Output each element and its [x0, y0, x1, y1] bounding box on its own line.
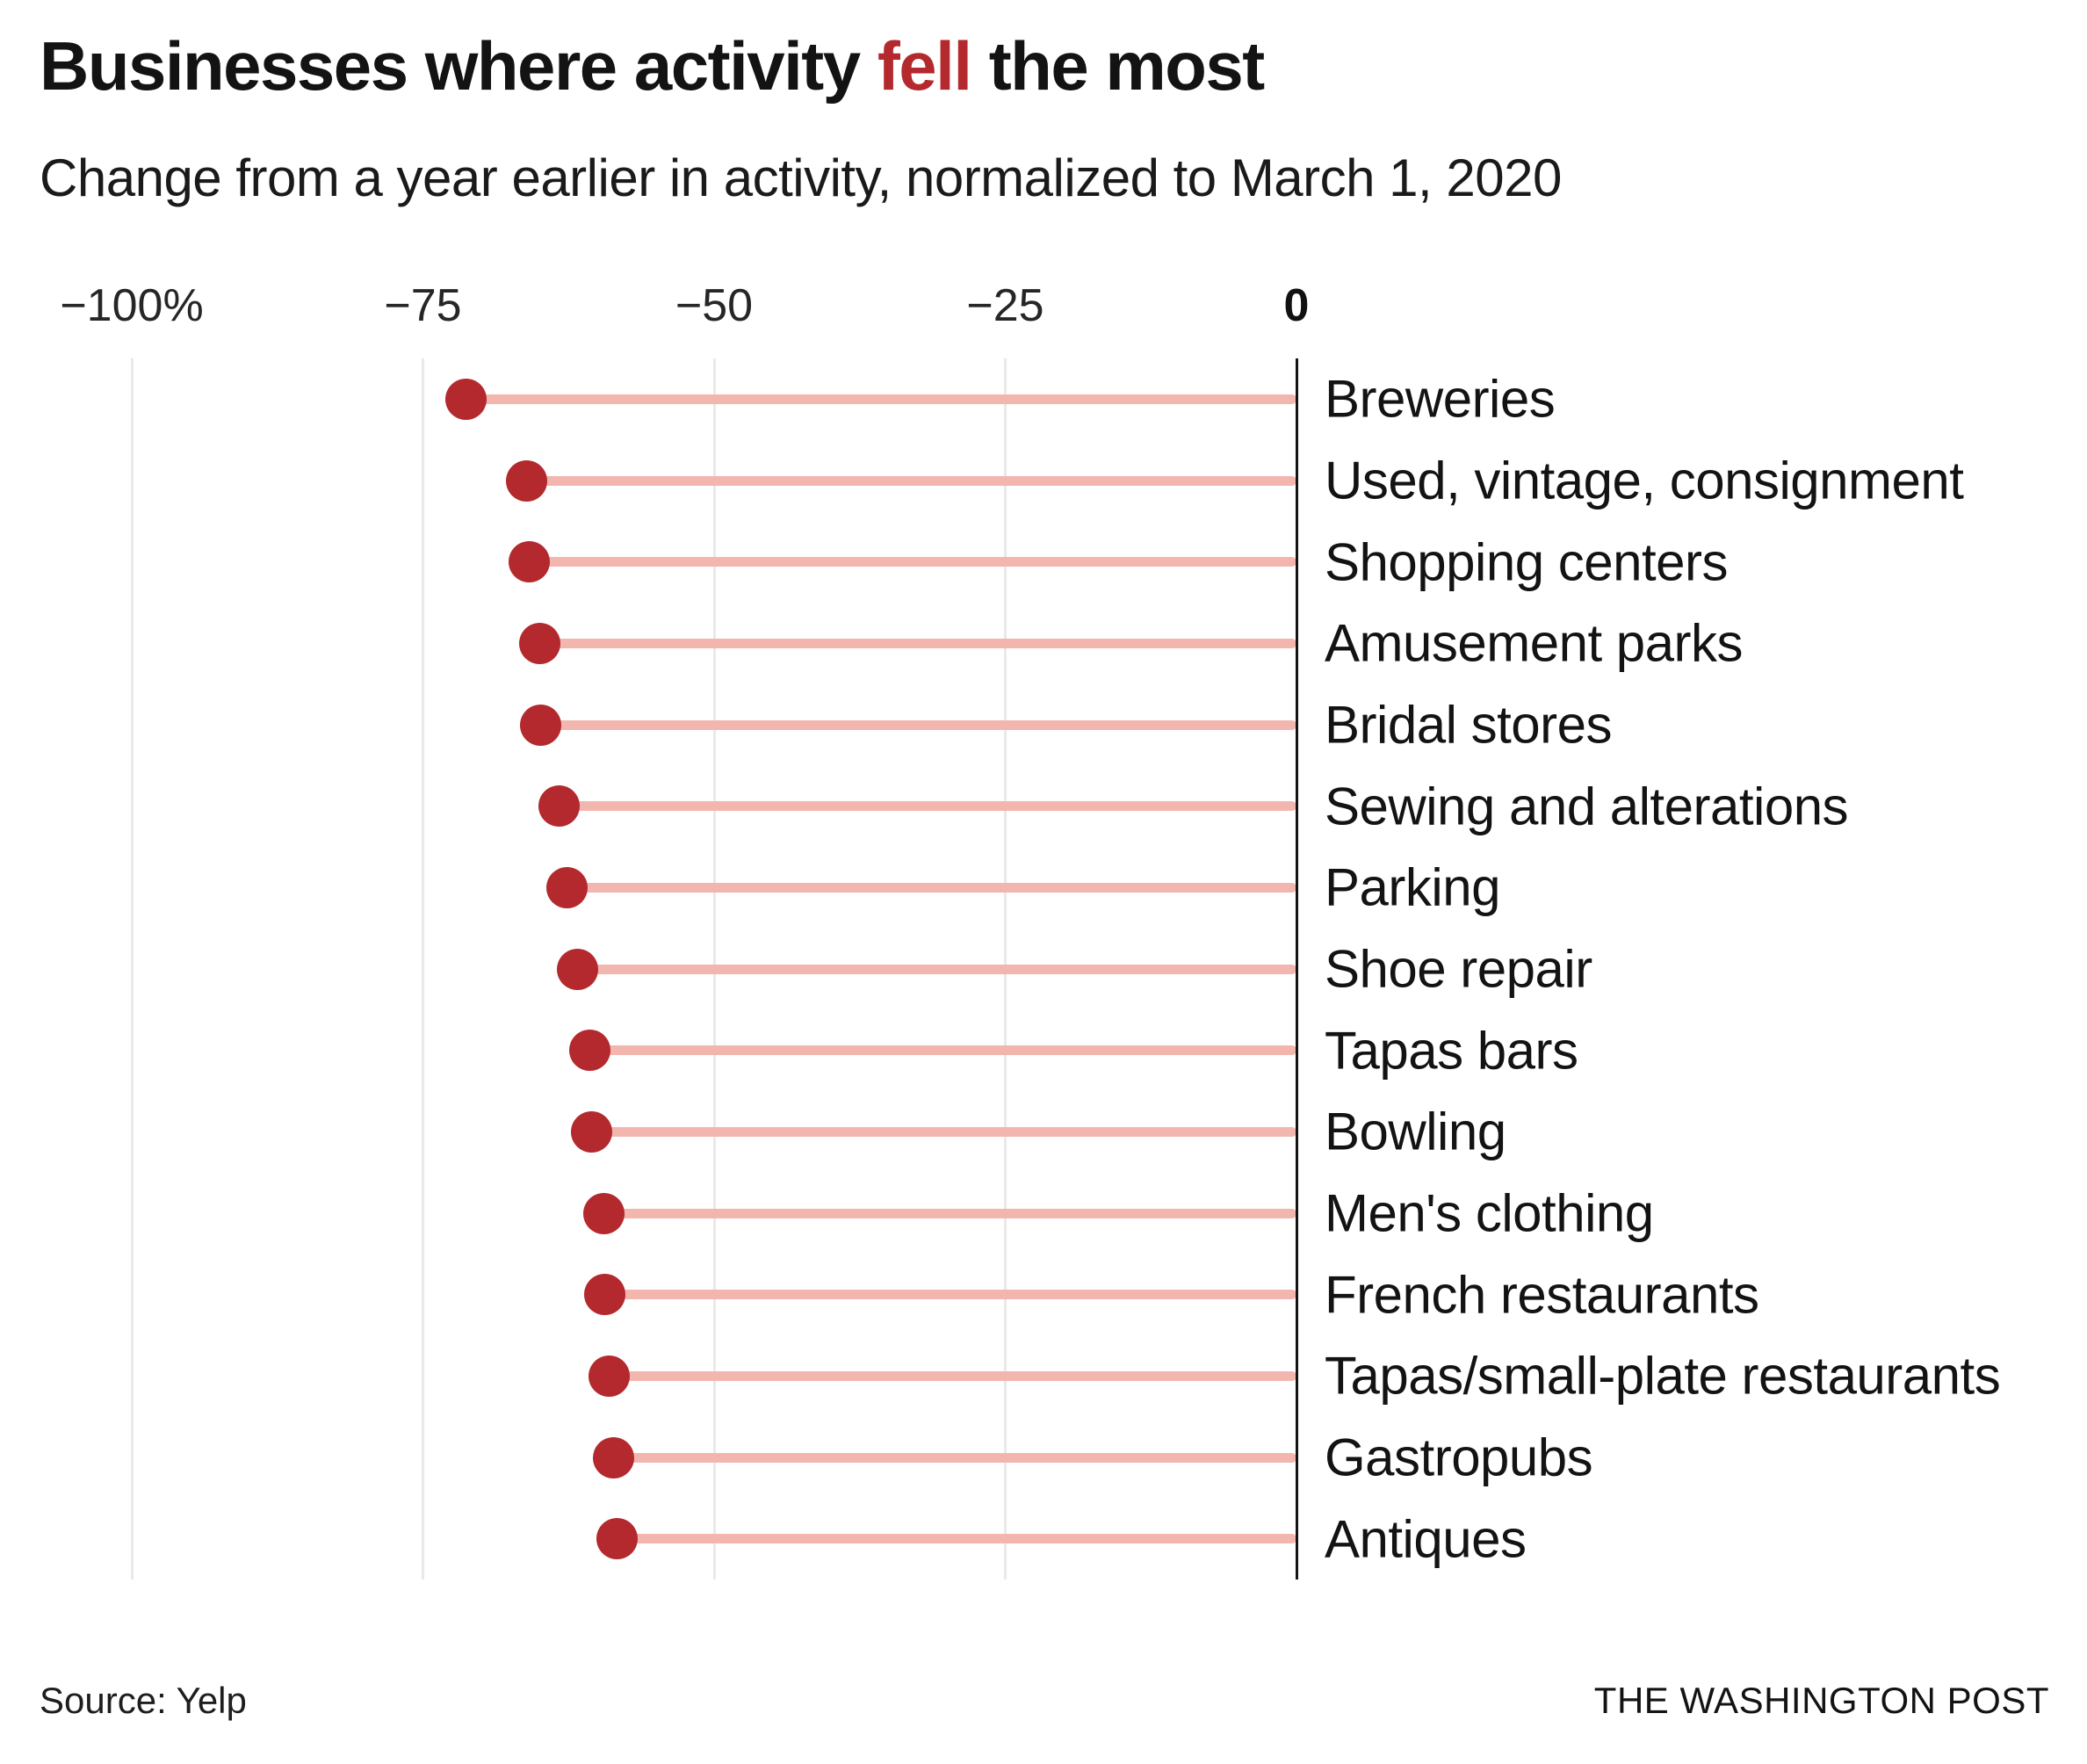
- x-tick-label: −25: [966, 280, 1044, 331]
- dot-marker: [519, 704, 561, 746]
- dot-marker: [593, 1436, 635, 1478]
- dot-marker: [568, 1030, 610, 1072]
- lollipop-stem: [609, 1370, 1296, 1381]
- gridline: [422, 358, 424, 1580]
- lollipop-stem: [559, 801, 1296, 812]
- dot-marker: [518, 622, 560, 664]
- category-label: Breweries: [1325, 369, 1556, 429]
- lollipop-stem: [466, 394, 1296, 404]
- chart-title-highlight: fell: [877, 27, 972, 105]
- gridline: [130, 358, 134, 1580]
- category-label: Amusement parks: [1325, 613, 1744, 673]
- lollipop-stem: [603, 1208, 1296, 1218]
- category-label: Gastropubs: [1325, 1428, 1593, 1487]
- dot-marker: [583, 1274, 625, 1316]
- category-label: Shoe repair: [1325, 939, 1592, 999]
- lollipop-stem: [539, 638, 1296, 648]
- dot-marker: [571, 1110, 613, 1153]
- category-label: Shopping centers: [1325, 532, 1729, 592]
- x-tick-label: −100%: [60, 280, 204, 331]
- category-label: Tapas/small-plate restaurants: [1325, 1346, 2001, 1406]
- lollipop-stem: [567, 882, 1296, 893]
- chart-title-suffix: the most: [971, 27, 1266, 105]
- dot-marker: [538, 785, 581, 828]
- lollipop-stem: [540, 719, 1296, 730]
- category-label: Bowling: [1325, 1102, 1506, 1161]
- dot-marker: [589, 1355, 631, 1397]
- chart-title-prefix: Businesses where activity: [40, 27, 877, 105]
- lollipop-stem: [577, 964, 1296, 974]
- category-label: Tapas bars: [1325, 1021, 1578, 1081]
- category-label: Bridal stores: [1325, 695, 1612, 755]
- dot-marker: [506, 459, 547, 502]
- category-label: Parking: [1325, 857, 1500, 917]
- dot-marker: [557, 948, 599, 990]
- dot-marker: [546, 866, 589, 908]
- lollipop-stem: [617, 1534, 1296, 1544]
- x-tick-label: 0: [1283, 280, 1310, 331]
- lollipop-stem: [526, 475, 1296, 486]
- dot-marker: [582, 1192, 625, 1234]
- category-label: Antiques: [1325, 1509, 1527, 1569]
- chart-subtitle: Change from a year earlier in activity, …: [40, 148, 1562, 207]
- x-tick-label: −50: [675, 280, 754, 331]
- publisher-wordmark: THE WASHINGTON POST: [1593, 1680, 2049, 1721]
- lollipop-stem: [604, 1290, 1296, 1300]
- category-label: Sewing and alterations: [1325, 777, 1849, 836]
- dot-marker: [445, 378, 487, 420]
- dot-marker: [508, 541, 550, 583]
- zero-axis-line: [1295, 358, 1298, 1580]
- dot-marker: [596, 1518, 639, 1560]
- category-label: Men's clothing: [1325, 1183, 1654, 1243]
- chart-title: Businesses where activity fell the most: [40, 26, 1266, 106]
- lollipop-stem: [589, 1045, 1296, 1056]
- x-tick-label: −75: [384, 280, 462, 331]
- lollipop-stem: [591, 1126, 1296, 1137]
- category-label: French restaurants: [1325, 1265, 1759, 1325]
- lollipop-stem: [613, 1452, 1296, 1463]
- lollipop-stem: [529, 557, 1296, 568]
- source-note: Source: Yelp: [40, 1680, 247, 1721]
- category-label: Used, vintage, consignment: [1325, 451, 1964, 510]
